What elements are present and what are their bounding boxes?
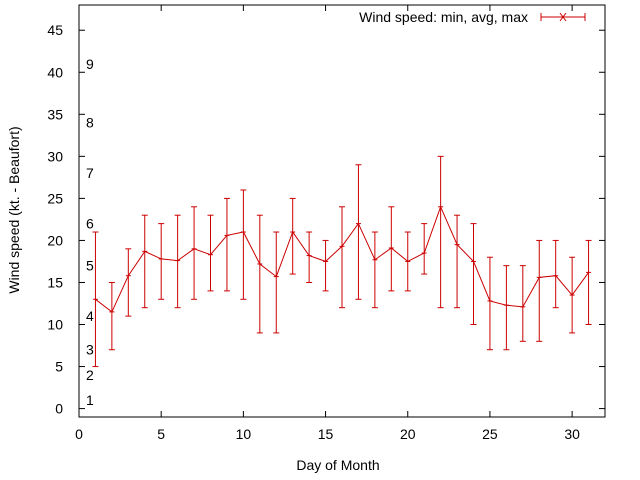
y-tick-label: 35 <box>47 106 63 122</box>
beaufort-scale-labels: 1 2 3 4 5 6 7 8 9 <box>86 56 94 408</box>
beaufort-label: 4 <box>86 308 94 324</box>
beaufort-label: 9 <box>86 56 94 72</box>
y-tick-label: 40 <box>47 64 63 80</box>
y-axis-label: Wind speed (kt. - Beaufort) <box>6 126 22 293</box>
y-tick-label: 30 <box>47 148 63 164</box>
beaufort-label: 7 <box>86 165 94 181</box>
y-tick-label: 20 <box>47 232 63 248</box>
x-tick-label: 15 <box>318 426 334 442</box>
plot-frame <box>78 4 606 418</box>
legend: Wind speed: min, avg, max <box>359 9 586 25</box>
y-tick-label: 25 <box>47 190 63 206</box>
y-tick-label: 10 <box>47 317 63 333</box>
axis-ticks <box>78 5 605 417</box>
y-tick-label: 0 <box>55 401 63 417</box>
beaufort-label: 5 <box>86 258 94 274</box>
x-tick-label: 5 <box>157 426 165 442</box>
x-tick-label: 25 <box>482 426 498 442</box>
x-axis-label: Day of Month <box>296 457 379 473</box>
beaufort-label: 3 <box>86 342 94 358</box>
x-tick-label: 20 <box>400 426 416 442</box>
x-tick-label: 0 <box>75 426 83 442</box>
y-tick-label: 5 <box>55 359 63 375</box>
beaufort-label: 2 <box>86 367 94 383</box>
beaufort-label: 1 <box>86 392 94 408</box>
x-tick-label: 30 <box>564 426 580 442</box>
y-tick-label: 45 <box>47 22 63 38</box>
x-tick-label: 10 <box>236 426 252 442</box>
legend-point-b <box>559 12 567 22</box>
legend-entry-label: Wind speed: min, avg, max <box>359 9 528 25</box>
plot-marks <box>92 155 592 368</box>
beaufort-label: 8 <box>86 115 94 131</box>
beaufort-label: 6 <box>86 216 94 232</box>
y-tick-label: 15 <box>47 274 63 290</box>
